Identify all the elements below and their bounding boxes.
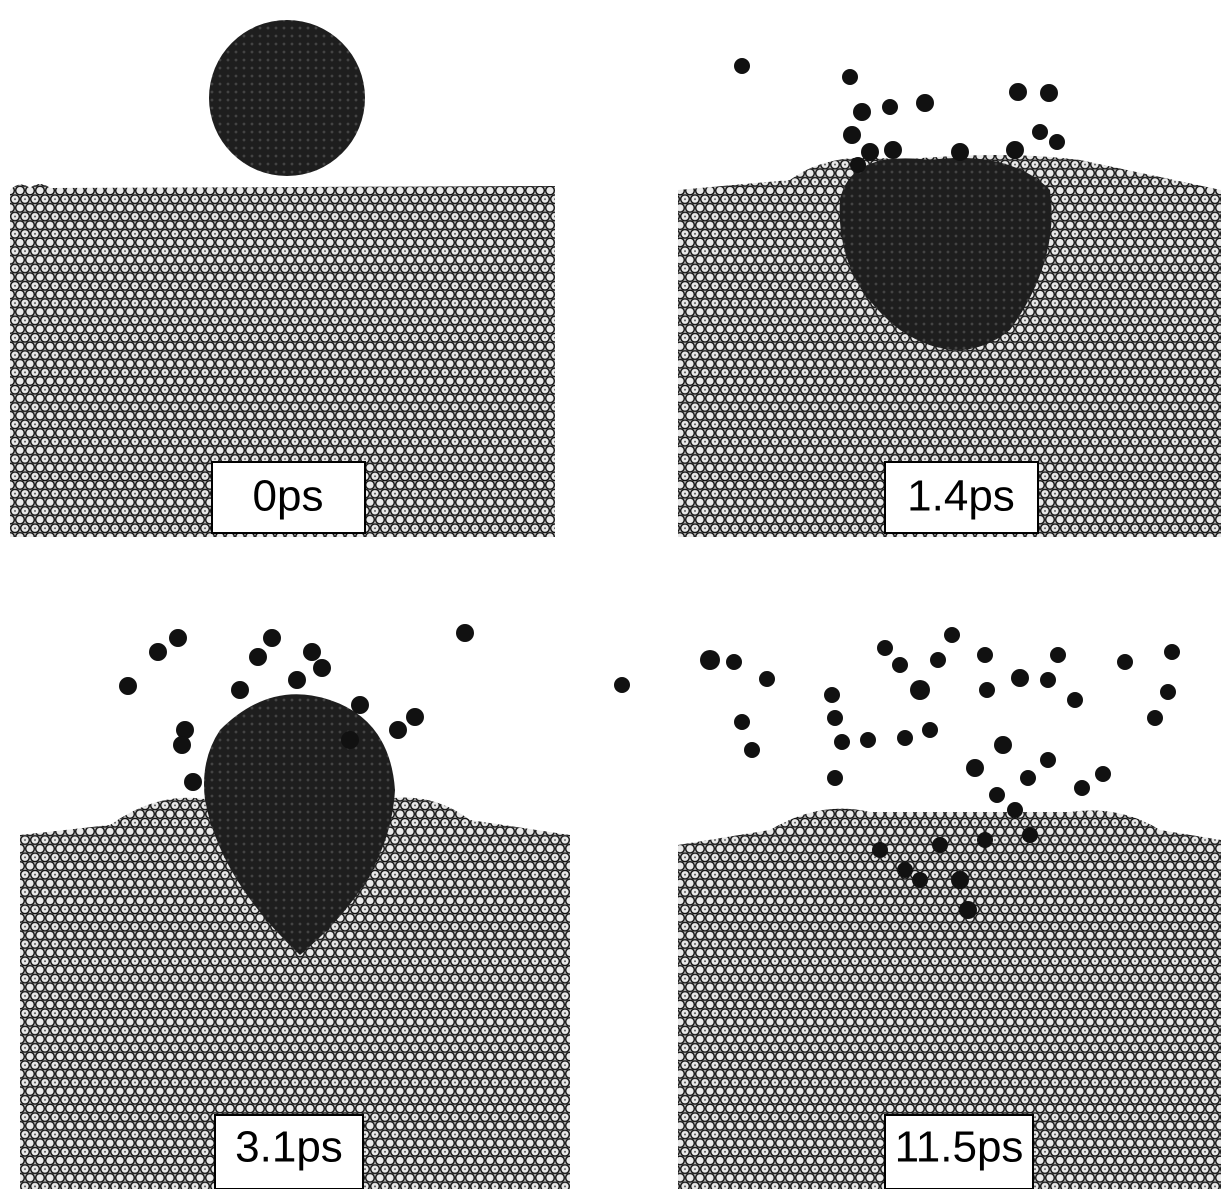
panel-3-1ps: 3.1ps	[20, 624, 570, 1189]
panel-11-5ps: 11.5ps	[614, 627, 1221, 1189]
panel-1-4ps: 1.4ps	[678, 58, 1221, 537]
page: 0ps 1.4ps 3.1ps	[0, 0, 1221, 1189]
time-label: 1.4ps	[907, 472, 1015, 521]
time-label: 0ps	[253, 472, 324, 521]
ejecta	[734, 58, 1065, 173]
figure: 0ps 1.4ps 3.1ps	[0, 0, 1221, 1189]
panel-0ps: 0ps	[10, 20, 555, 537]
time-label: 11.5ps	[895, 1123, 1024, 1172]
cluster	[209, 20, 365, 176]
time-label: 3.1ps	[235, 1123, 343, 1172]
